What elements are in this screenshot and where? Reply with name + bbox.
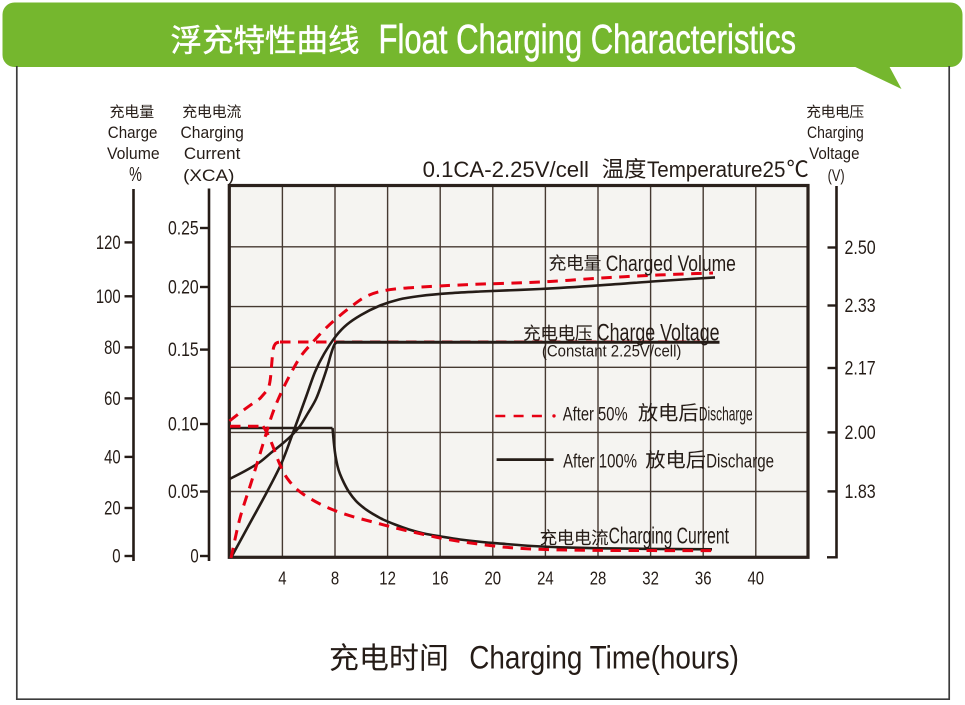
svg-text:Temperature25: Temperature25 <box>647 157 785 182</box>
svg-text:Discharge: Discharge <box>699 405 753 426</box>
svg-text:40: 40 <box>104 447 121 468</box>
svg-text:%: % <box>129 164 142 186</box>
svg-text:0: 0 <box>190 547 198 568</box>
svg-text:0: 0 <box>112 547 120 568</box>
svg-text:(XCA): (XCA) <box>183 166 234 185</box>
svg-text:40: 40 <box>748 569 765 589</box>
svg-text:0.05: 0.05 <box>168 482 199 503</box>
svg-text:2.00: 2.00 <box>845 423 876 444</box>
svg-text:Charged Volume: Charged Volume <box>606 251 736 276</box>
svg-text:0.10: 0.10 <box>168 415 199 436</box>
svg-text:0.20: 0.20 <box>168 278 199 299</box>
svg-text:32: 32 <box>642 569 659 589</box>
svg-text:80: 80 <box>104 338 121 359</box>
svg-text:8: 8 <box>331 569 339 589</box>
svg-text:60: 60 <box>104 389 121 410</box>
svg-text:24: 24 <box>537 569 554 589</box>
svg-text:Charging Current: Charging Current <box>609 523 730 549</box>
svg-text:2.50: 2.50 <box>845 238 876 259</box>
svg-text:After 100%: After 100% <box>563 451 637 472</box>
svg-text:100: 100 <box>96 287 121 308</box>
svg-text:Discharge: Discharge <box>706 451 774 472</box>
svg-text:20: 20 <box>104 499 121 520</box>
svg-text:Charge Voltage: Charge Voltage <box>597 320 720 347</box>
svg-text:Volume: Volume <box>107 144 160 163</box>
svg-text:2.33: 2.33 <box>845 296 876 317</box>
svg-text:Charge: Charge <box>108 123 158 142</box>
svg-text:12: 12 <box>379 569 396 589</box>
svg-text:20: 20 <box>485 569 502 589</box>
svg-text:1.83: 1.83 <box>845 482 876 503</box>
svg-text:4: 4 <box>278 569 286 589</box>
svg-text:Charging: Charging <box>807 123 864 142</box>
svg-text:36: 36 <box>695 569 712 589</box>
svg-text:0.15: 0.15 <box>168 340 199 361</box>
svg-text:After 50%: After 50% <box>563 405 628 426</box>
svg-text:28: 28 <box>590 569 607 589</box>
svg-text:Charging: Charging <box>181 123 244 142</box>
svg-text:0.25: 0.25 <box>168 219 199 240</box>
svg-text:0.1CA-2.25V/cell: 0.1CA-2.25V/cell <box>423 157 589 182</box>
svg-text:Voltage: Voltage <box>809 144 859 163</box>
svg-text:Charging Time(hours): Charging Time(hours) <box>469 640 739 676</box>
svg-text:(V): (V) <box>828 166 845 185</box>
svg-text:120: 120 <box>96 233 121 254</box>
svg-text:16: 16 <box>432 569 449 589</box>
svg-text:(Constant 2.25V/cell): (Constant 2.25V/cell) <box>542 343 682 361</box>
svg-text:Float Charging Characteristics: Float Charging Characteristics <box>379 16 797 62</box>
svg-text:2.17: 2.17 <box>845 359 876 380</box>
svg-text:Current: Current <box>184 144 241 163</box>
